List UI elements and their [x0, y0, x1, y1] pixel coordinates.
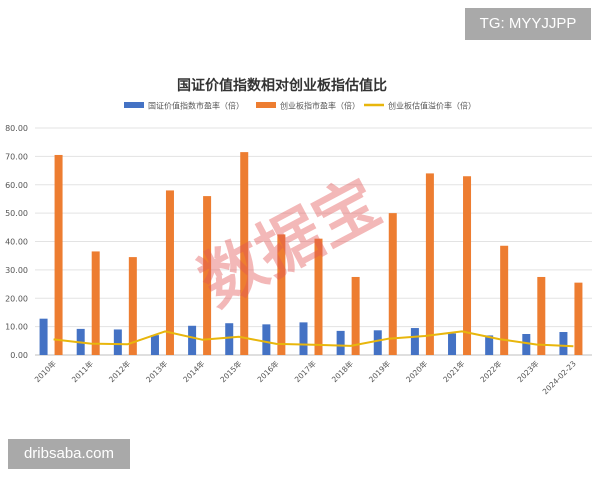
- y-tick-label: 20.00: [5, 294, 28, 303]
- bar-pe-value: [39, 318, 48, 355]
- x-tick-label: 2015年: [218, 358, 244, 384]
- y-axis: 0.00 10.00 20.00 30.00 40.00 50.00 60.00 70.00 8…: [5, 124, 28, 360]
- line-premium: [53, 330, 574, 348]
- bar-pe-chinext: [91, 251, 100, 355]
- bar-pe-chinext: [277, 234, 286, 355]
- y-tick-label: 60.00: [5, 181, 28, 190]
- y-tick-label: 30.00: [5, 266, 28, 275]
- x-tick-label: 2017年: [292, 358, 318, 384]
- bar-pe-chinext: [240, 152, 249, 355]
- y-tick-label: 50.00: [5, 209, 28, 218]
- legend-label-pe-chinext: 创业板指市盈率（倍）: [280, 101, 360, 111]
- legend-swatch-pe-value: [124, 102, 144, 108]
- x-tick-label: 2011年: [69, 358, 95, 384]
- bar-pe-value: [522, 334, 531, 355]
- legend-swatch-pe-chinext: [256, 102, 276, 108]
- bar-pe-chinext: [203, 196, 212, 355]
- chart-lines: [53, 330, 574, 348]
- bar-pe-chinext: [537, 276, 546, 355]
- y-tick-label: 0.00: [10, 351, 28, 360]
- bar-pe-value: [336, 330, 345, 355]
- bar-pe-value: [410, 328, 419, 355]
- bar-pe-value: [485, 335, 494, 355]
- x-tick-label: 2022年: [478, 358, 504, 384]
- chart-title: 国证价值指数相对创业板指估值比: [177, 77, 387, 94]
- legend-label-pe-value: 国证价值指数市盈率（倍）: [148, 101, 244, 111]
- x-tick-label: 2016年: [255, 358, 281, 384]
- y-tick-label: 80.00: [5, 124, 28, 133]
- x-tick-label: 2010年: [32, 358, 58, 384]
- x-tick-label: 2020年: [403, 358, 429, 384]
- bar-pe-chinext: [463, 176, 472, 355]
- bar-pe-chinext: [425, 173, 434, 355]
- bar-pe-chinext: [54, 154, 63, 355]
- x-tick-label: 2014年: [181, 358, 207, 384]
- y-tick-label: 70.00: [5, 152, 28, 161]
- x-tick-label: 2019年: [366, 358, 392, 384]
- bar-pe-chinext: [314, 238, 323, 355]
- bar-pe-value: [225, 323, 234, 355]
- x-tick-label: 2021年: [441, 358, 467, 384]
- bar-pe-value: [150, 335, 159, 355]
- legend-label-premium: 创业板估值溢价率（倍）: [388, 101, 476, 111]
- bar-pe-chinext: [351, 276, 360, 355]
- bar-pe-value: [262, 324, 271, 355]
- y-tick-label: 10.00: [5, 323, 28, 332]
- bar-pe-chinext: [500, 245, 509, 355]
- bar-pe-chinext: [128, 257, 137, 355]
- bar-pe-chinext: [165, 190, 174, 355]
- site-badge: dribsaba.com: [8, 439, 130, 469]
- x-tick-label: 2018年: [329, 358, 355, 384]
- x-axis: 2010年 2011年 2012年 2013年 2014年 2015年 2016年 2017年…: [32, 358, 578, 396]
- chart-legend: 国证价值指数市盈率（倍） 创业板指市盈率（倍） 创业板估值溢价率（倍）: [124, 101, 476, 111]
- tg-badge: TG: MYYJJPP: [465, 8, 591, 40]
- chart-bars: [39, 152, 583, 355]
- bar-pe-value: [373, 330, 382, 355]
- bar-pe-value: [113, 329, 122, 355]
- bar-pe-chinext: [388, 213, 397, 355]
- bar-pe-value: [299, 322, 308, 355]
- x-tick-label: 2024-02-23: [541, 359, 578, 396]
- bar-pe-value: [559, 332, 568, 355]
- x-tick-label: 2013年: [144, 358, 170, 384]
- bar-pe-value: [188, 325, 197, 355]
- y-tick-label: 40.00: [5, 238, 28, 247]
- bar-pe-chinext: [574, 282, 583, 355]
- chart-grid: [35, 127, 592, 356]
- x-tick-label: 2012年: [106, 358, 132, 384]
- bar-pe-value: [448, 333, 457, 355]
- x-tick-label: 2023年: [515, 358, 541, 384]
